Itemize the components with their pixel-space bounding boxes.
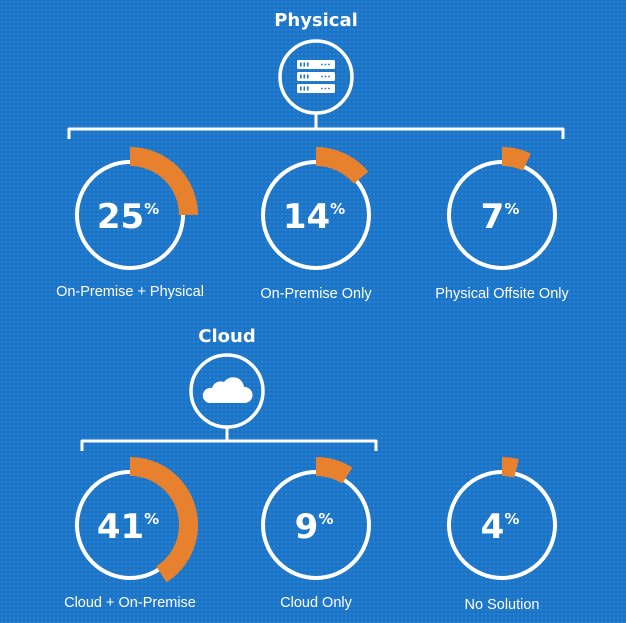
- stat-progress-arc: [316, 147, 369, 184]
- section-bracket-cloud: [80, 427, 378, 451]
- stat-label: On-Premise Only: [260, 286, 372, 302]
- stat-physical-offsite-only: 7% Physical Offsite Only: [435, 147, 569, 302]
- stat-progress-arc: [502, 147, 531, 171]
- section-cloud: Cloud 41% Cloud + On-Premise 9% Cloud On…: [64, 326, 557, 613]
- stat-progress-arc: [130, 147, 198, 215]
- stat-percentage: 7%: [481, 197, 520, 237]
- stat-label: Physical Offsite Only: [435, 286, 569, 302]
- stat-percentage: 9%: [295, 507, 334, 547]
- stat-label: Cloud + On-Premise: [64, 595, 196, 611]
- stat-percentage: 14%: [283, 197, 345, 237]
- section-title-cloud: Cloud: [198, 326, 255, 347]
- stat-progress-arc: [502, 457, 519, 478]
- stat-label: No Solution: [465, 597, 540, 613]
- stat-percentage: 41%: [97, 507, 159, 547]
- server-icon: [278, 39, 354, 115]
- stat-percentage: 4%: [481, 507, 520, 547]
- stat-no-solution: 4% No Solution: [447, 457, 557, 613]
- stat-label: Cloud Only: [280, 595, 352, 611]
- section-physical: Physical: [56, 10, 569, 302]
- stat-cloud-only: 9% Cloud Only: [261, 457, 371, 611]
- section-title-physical: Physical: [274, 10, 358, 31]
- stat-percentage: 25%: [97, 197, 159, 237]
- stat-label: On-Premise + Physical: [56, 284, 204, 300]
- stat-progress-arc: [316, 457, 353, 484]
- stat-on-premise-only: 14% On-Premise Only: [260, 147, 372, 302]
- stat-progress-arc: [130, 457, 199, 583]
- cloud-icon: [189, 353, 265, 429]
- section-bracket-physical: [67, 113, 565, 139]
- stat-cloud-on-premise: 41% Cloud + On-Premise: [64, 457, 199, 611]
- stat-on-premise-physical: 25% On-Premise + Physical: [56, 147, 204, 300]
